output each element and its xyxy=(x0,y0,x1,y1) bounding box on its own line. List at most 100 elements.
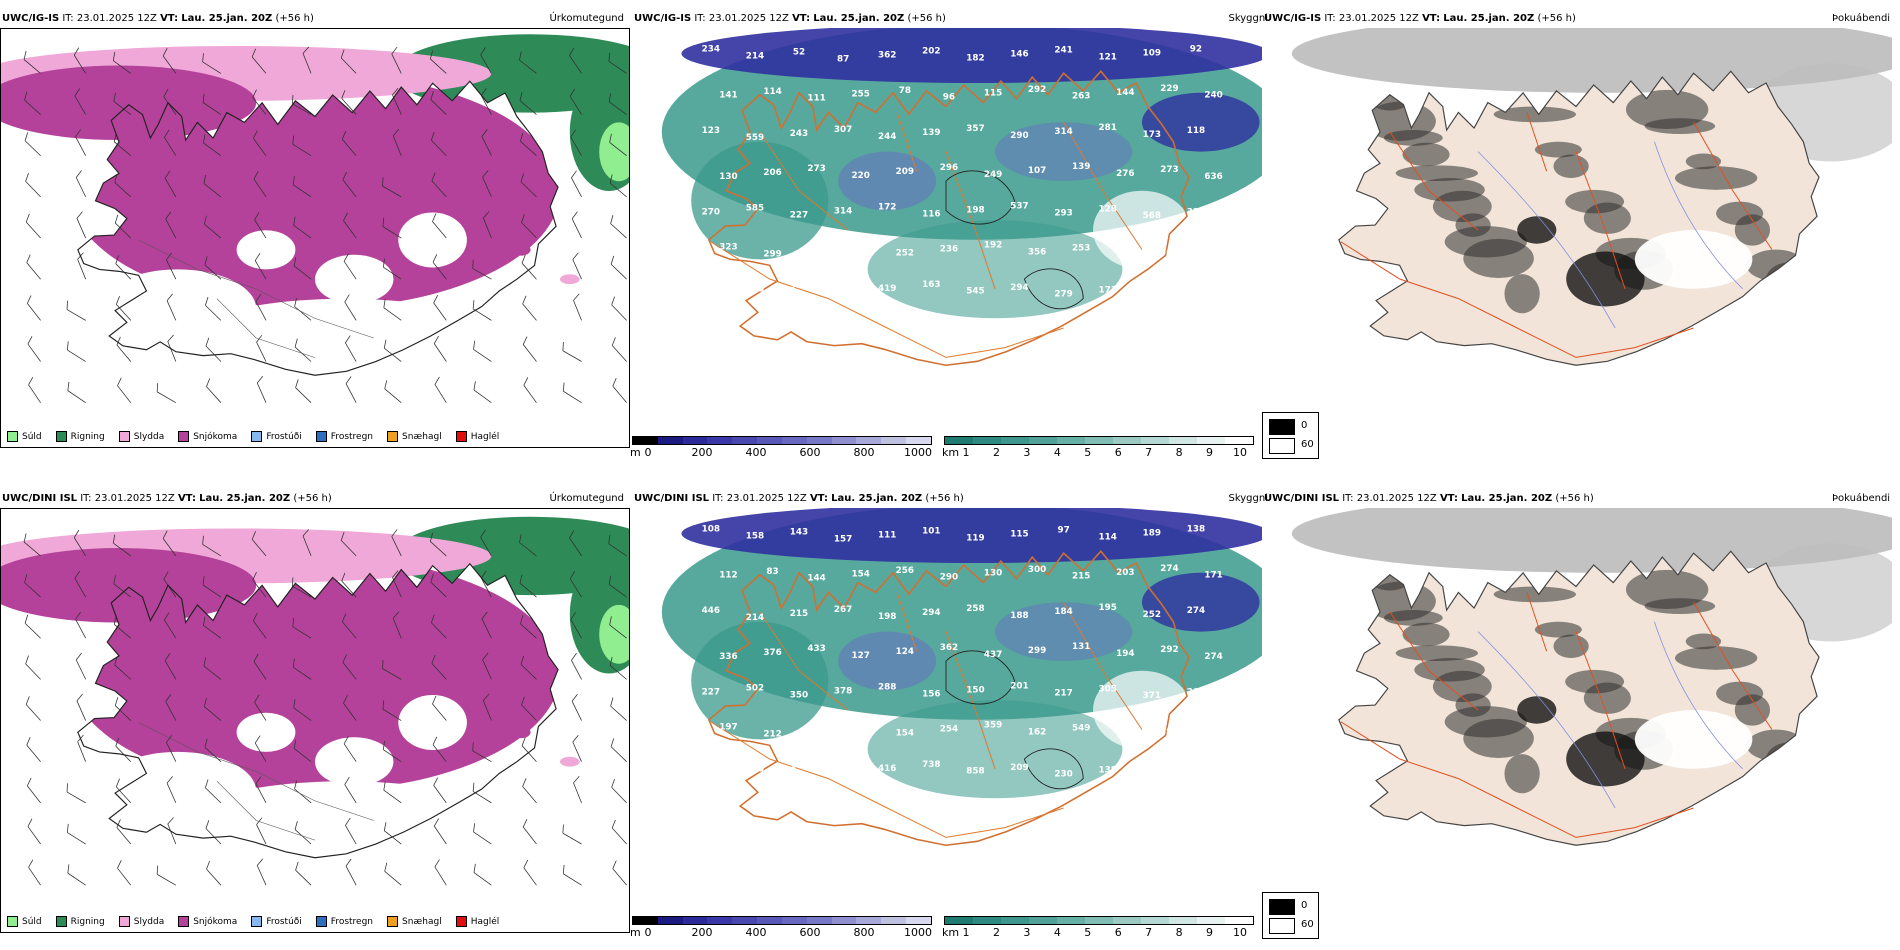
barb-staff xyxy=(340,540,357,557)
legend-swatch xyxy=(118,431,130,442)
barb-flag xyxy=(342,171,348,181)
fog-index-shade xyxy=(1716,681,1764,706)
wind-barb xyxy=(256,858,267,886)
wind-barb xyxy=(429,50,447,74)
cloudbase-colorbar: 0 200 400 600 800 1000 m xyxy=(630,916,932,939)
barb-staff xyxy=(520,664,537,680)
cloudbase-value-label: 215 xyxy=(790,609,808,619)
wind-barb xyxy=(113,92,132,115)
cloudbase-value-label: 143 xyxy=(790,528,808,538)
barb-flag xyxy=(483,211,490,219)
barb-staff xyxy=(163,578,177,598)
glacier-outline xyxy=(1023,268,1084,310)
cloud-map-svg: 234 214 52 87 362 202 182 146 241 121 109 92 141 114 1… xyxy=(661,28,1262,367)
dry-area xyxy=(398,212,467,268)
precip-map: Súld Rigning Slydda Snjókoma Frostúði Frostre… xyxy=(0,28,630,448)
cloudbase-value-label: 109 xyxy=(1143,49,1161,59)
barb-flag xyxy=(252,130,258,139)
colorbar-tick: 600 xyxy=(799,446,821,459)
precip-legend-item: Snjókoma xyxy=(178,431,237,442)
barb-flag xyxy=(255,776,262,785)
precip-legend-item: Frostregn xyxy=(315,916,373,927)
wind-barb xyxy=(472,259,492,280)
low-cloudbase-area xyxy=(838,151,937,211)
barb-staff xyxy=(345,383,357,403)
barb-staff xyxy=(113,542,131,557)
barb-staff xyxy=(165,701,177,721)
wind-barb xyxy=(609,133,627,157)
wind-barb xyxy=(293,699,312,721)
barb-flag xyxy=(472,259,474,269)
barb-staff xyxy=(292,103,312,115)
colorbar-bin xyxy=(1169,437,1197,444)
wind-barb xyxy=(295,861,312,886)
barb-staff xyxy=(113,100,132,115)
wind-barb xyxy=(343,735,357,762)
cloudbase-value-label: 156 xyxy=(1116,250,1134,260)
legend-label: Snjókoma xyxy=(193,431,238,442)
barb-flag xyxy=(26,254,31,263)
barb-flag xyxy=(117,860,122,869)
visibility-colorbar-ticks: 1 2 3 4 5 6 7 8 9 10 xyxy=(944,445,1254,459)
wind-barb xyxy=(252,612,267,639)
cloudbase-colorbar-bar xyxy=(632,916,932,925)
fog-map-svg xyxy=(1291,28,1892,366)
barb-staff xyxy=(116,827,132,845)
cloudbase-value-label: 144 xyxy=(1116,88,1134,98)
fog-index-shade xyxy=(1517,696,1557,724)
wind-barb xyxy=(344,776,357,804)
colorbar-tick: 600 xyxy=(799,926,821,939)
cloudbase-value-label: 154 xyxy=(852,570,870,580)
barb-staff xyxy=(113,583,132,598)
cloudbase-value-label: 157 xyxy=(834,534,852,544)
colorbar-tick: 9 xyxy=(1206,926,1214,939)
barb-staff xyxy=(256,382,267,403)
barb-staff xyxy=(166,259,177,280)
dry-area xyxy=(315,737,394,787)
low-visibility-area xyxy=(691,621,829,740)
legend-label: Slydda xyxy=(133,431,165,442)
barb-staff xyxy=(521,704,537,721)
barb-flag xyxy=(483,693,490,701)
cloudbase-value-label: 202 xyxy=(922,47,940,57)
cloudbase-value-label: 198 xyxy=(966,205,984,215)
cloudbase-value-label: 252 xyxy=(896,248,914,258)
barb-flag xyxy=(612,377,617,387)
barb-flag xyxy=(67,341,69,351)
fog-map xyxy=(1262,508,1892,910)
field-label: Úrkomutegund xyxy=(549,493,624,504)
barb-staff xyxy=(292,143,312,157)
barb-flag xyxy=(205,779,209,789)
wind-barb xyxy=(162,47,177,74)
legend-label: Snæhagl xyxy=(402,431,442,442)
barb-staff xyxy=(26,262,41,280)
cloudbase-value-label: 636 xyxy=(1204,172,1222,182)
low-cloudbase-area xyxy=(995,602,1133,661)
fog-index-shade xyxy=(1685,633,1722,650)
barb-flag xyxy=(203,174,207,184)
wind-barb xyxy=(519,51,537,74)
barb-staff xyxy=(519,582,537,598)
coastline xyxy=(707,70,1190,367)
wind-barb xyxy=(570,612,582,639)
barb-staff xyxy=(203,142,222,157)
visibility-colorbar-ticks: 1 2 3 4 5 6 7 8 9 10 xyxy=(944,925,1254,939)
barb-staff xyxy=(384,388,402,403)
barb-staff xyxy=(383,307,402,321)
fog-index-shade xyxy=(1685,153,1722,170)
cloudbase-value-label: 293 xyxy=(1054,208,1072,218)
wind-barb xyxy=(254,694,267,721)
barb-flag xyxy=(341,572,346,582)
barb-staff xyxy=(430,541,447,557)
barb-staff xyxy=(164,137,177,156)
wind-barb xyxy=(251,48,267,74)
road-network xyxy=(1340,112,1773,358)
barb-staff xyxy=(391,536,402,557)
barb-flag xyxy=(521,214,525,223)
visibility-unit: km xyxy=(942,926,960,939)
barb-staff xyxy=(391,53,402,74)
barb-staff xyxy=(117,867,132,886)
barb-flag xyxy=(522,295,527,304)
cloudbase-value-label: 376 xyxy=(763,648,781,658)
barb-flag xyxy=(432,213,437,222)
